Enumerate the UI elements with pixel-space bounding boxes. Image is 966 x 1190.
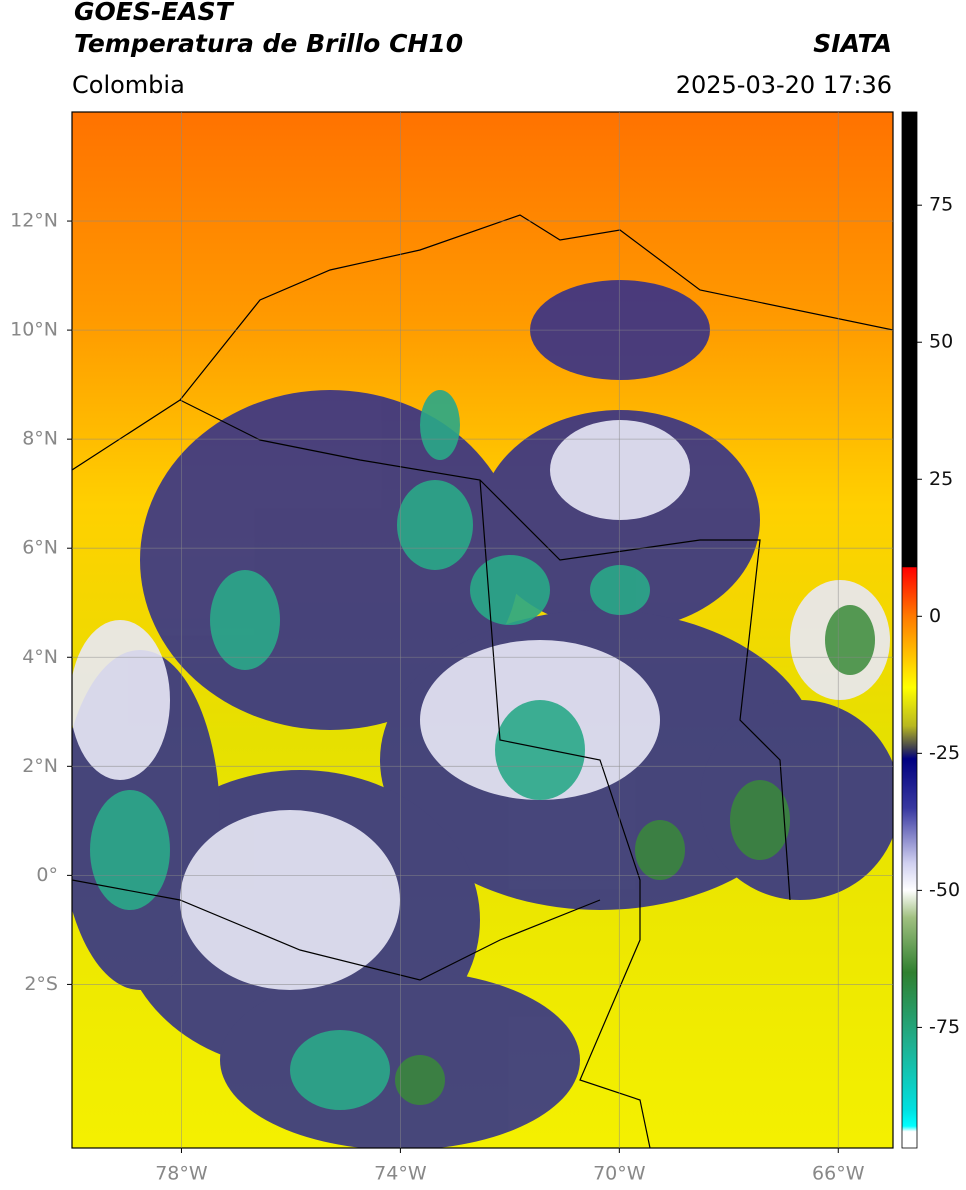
y-tick-label: 2°S: [24, 973, 58, 995]
x-tick-label: 78°W: [155, 1163, 208, 1185]
colorbar-tick-label: 0: [929, 605, 941, 627]
colorbar: [901, 111, 918, 1149]
source: SIATA: [813, 29, 892, 58]
colorbar-tick-label: 75: [929, 194, 953, 216]
satellite-image: [72, 112, 893, 1148]
region: Colombia: [72, 71, 185, 99]
colorbar-tick-label: -25: [929, 742, 960, 764]
y-tick-label: 2°N: [22, 755, 58, 777]
colorbar-tick-label: 50: [929, 331, 953, 353]
timestamp: 2025-03-20 17:36: [676, 71, 892, 99]
subtitle: Temperatura de Brillo CH10: [74, 29, 463, 58]
x-tick-label: 74°W: [374, 1163, 427, 1185]
y-tick-label: 10°N: [10, 319, 58, 341]
map-frame: [71, 111, 894, 1149]
y-tick-label: 8°N: [22, 428, 58, 450]
x-tick-label: 70°W: [593, 1163, 646, 1185]
y-tick-label: 6°N: [22, 537, 58, 559]
y-tick-label: 12°N: [10, 210, 58, 232]
x-tick-label: 66°W: [812, 1163, 865, 1185]
y-tick-label: 4°N: [22, 646, 58, 668]
colorbar-tick-label: -50: [929, 879, 960, 901]
y-tick-label: 0°: [36, 864, 58, 886]
title: GOES-EAST: [74, 0, 235, 26]
colorbar-tick-label: 25: [929, 468, 953, 490]
colorbar-tick-label: -75: [929, 1016, 960, 1038]
